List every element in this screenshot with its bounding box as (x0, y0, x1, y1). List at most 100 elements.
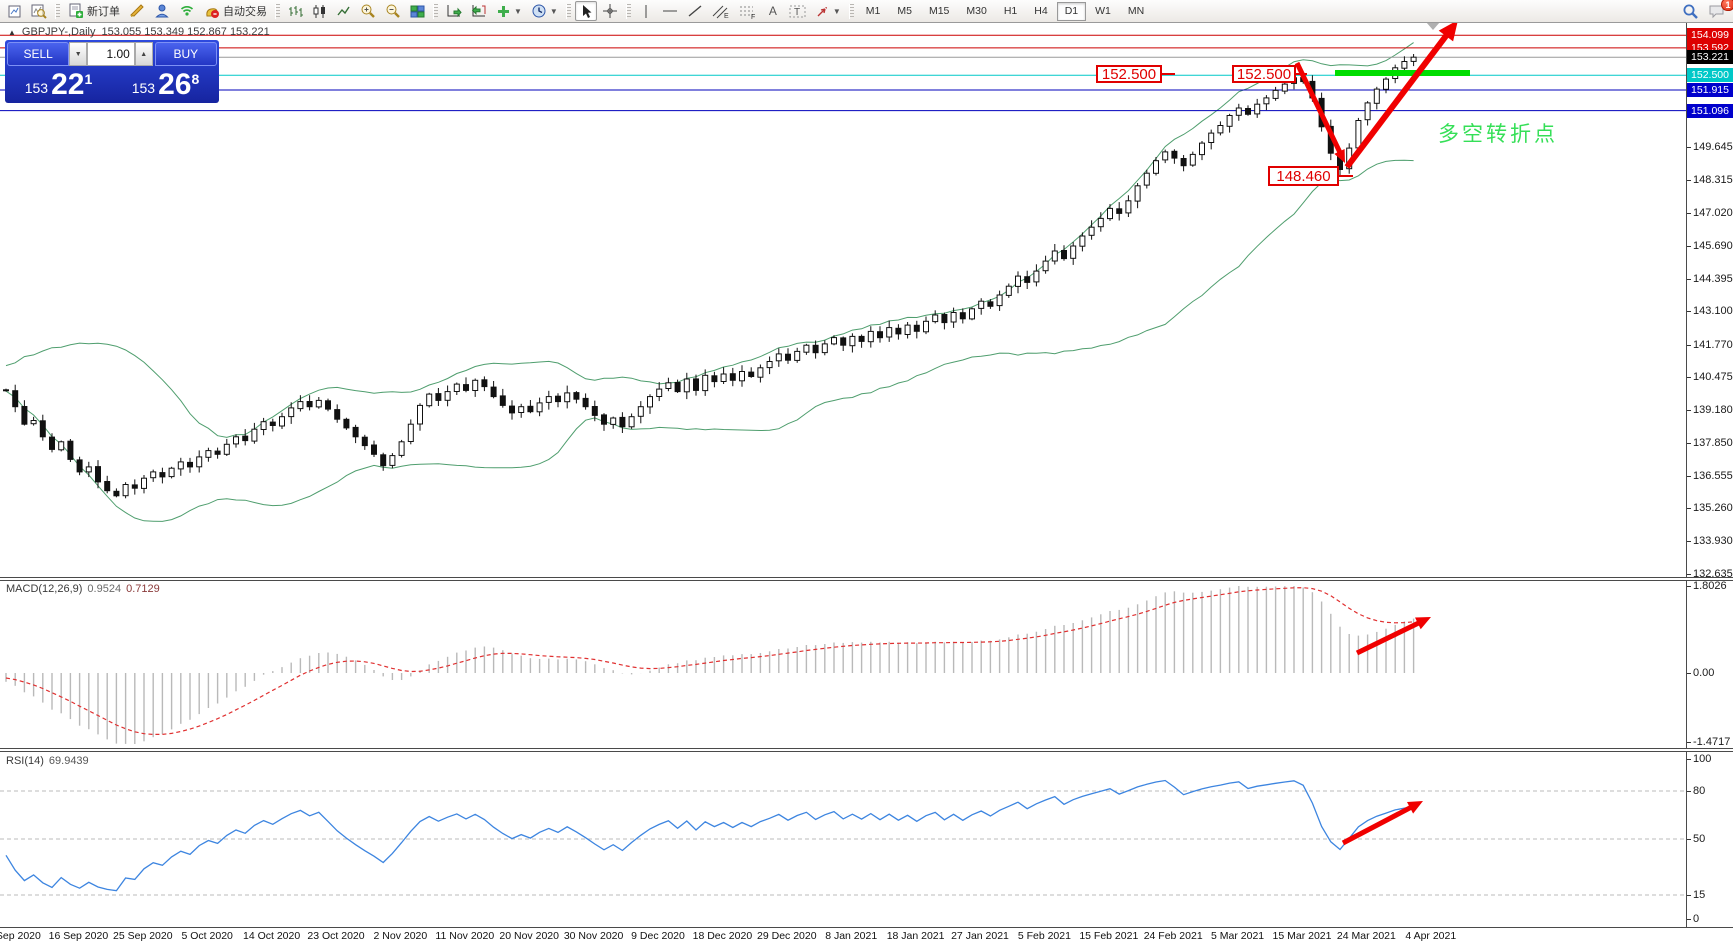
zoom-in-button[interactable] (356, 1, 380, 21)
rsi-axis-tick: 50 (1686, 833, 1706, 845)
notifications-button[interactable]: 1 (1704, 0, 1733, 21)
trendline-button[interactable] (683, 1, 707, 21)
chart-ohlc-values: 153.055 153.349 152.867 153.221 (101, 26, 270, 38)
autoscroll-button[interactable] (442, 1, 466, 21)
chart-shift-marker[interactable] (1426, 22, 1440, 30)
price-annotation-box[interactable]: 148.460 (1268, 166, 1339, 186)
buy-button[interactable]: BUY (154, 42, 217, 66)
chart-line-button[interactable] (332, 1, 355, 21)
chart-bars-button[interactable] (284, 1, 307, 21)
zoom-out-button[interactable] (381, 1, 405, 21)
indicators-button[interactable]: ▼ (492, 1, 526, 21)
text-label-button[interactable]: T (785, 1, 810, 21)
chart-shift-button[interactable] (467, 1, 491, 21)
timeframe-button-m15[interactable]: M15 (921, 2, 957, 21)
pivot-note-text[interactable]: 多空转折点 (1438, 123, 1558, 146)
timeframe-button-m1[interactable]: M1 (858, 2, 889, 21)
price-axis-tick: 145.690 (1687, 240, 1733, 253)
crosshair-button[interactable] (598, 1, 622, 21)
svg-text:F: F (751, 14, 755, 19)
price-annotation-box[interactable]: 152.500 (1096, 65, 1162, 83)
bar-chart-icon (289, 5, 303, 17)
autotrade-button[interactable]: 自动交易 (200, 1, 271, 21)
dropdown-caret-icon: ▼ (832, 6, 841, 16)
rsi-pane-separator[interactable] (0, 748, 1733, 752)
vertical-line-button[interactable] (635, 1, 657, 21)
trend-arrow-shaft[interactable] (1355, 619, 1422, 656)
chart-shift-icon (471, 5, 486, 17)
fibonacci-button[interactable]: F (735, 1, 761, 21)
price-line-badge: 154.099 (1687, 28, 1733, 43)
timeframe-button-d1[interactable]: D1 (1056, 1, 1087, 21)
price-axis-tick: 135.260 (1687, 502, 1733, 515)
date-axis-label: 15 Mar 2021 (1272, 930, 1332, 942)
price-axis-tick: 133.930 (1687, 535, 1733, 548)
metaeditor-icon (130, 4, 144, 17)
sell-button[interactable]: SELL (7, 42, 70, 66)
price-annotation-box[interactable]: 152.500 (1232, 65, 1296, 83)
svg-text:E: E (724, 13, 729, 19)
rsi-axis-tick: 100 (1686, 753, 1712, 765)
timeframe-button-h1[interactable]: H1 (996, 2, 1025, 21)
rsi-line (5, 779, 1414, 892)
one-click-trading-panel: SELL ▼ 1.00 ▲ BUY 153 22 1 153 26 8 (5, 40, 219, 103)
date-axis-label: 23 Oct 2020 (307, 930, 365, 942)
volume-input[interactable]: 1.00 (87, 42, 135, 66)
chart-symbol-period: GBPJPY-,Daily (21, 26, 96, 38)
toolbar-grip (848, 3, 854, 19)
trend-arrow-head[interactable] (1438, 20, 1458, 42)
autotrade-label: 自动交易 (223, 6, 267, 18)
price-scale[interactable]: 149.645 148.315 147.020 145.690 144.395 143.1… (1686, 23, 1733, 928)
toolbar-grip (275, 3, 280, 19)
periods-button[interactable]: ▼ (527, 1, 562, 21)
signals-button[interactable] (175, 1, 199, 21)
timeframe-button-m5[interactable]: M5 (889, 2, 920, 21)
sell-price[interactable]: 153 22 1 (7, 67, 110, 100)
price-line-badge: 151.096 (1687, 103, 1733, 118)
trend-arrow-head[interactable] (1407, 801, 1423, 814)
profiles-button[interactable] (27, 1, 51, 21)
buy-price[interactable]: 153 26 8 (114, 67, 217, 100)
trend-arrow-shaft[interactable] (1294, 61, 1344, 156)
search-button[interactable] (1678, 1, 1703, 21)
resistance-highlight-bar[interactable] (1335, 70, 1470, 76)
volume-increase-button[interactable]: ▲ (134, 42, 153, 66)
toolbar: 新订单 自动交易 ▼ ▼ E F A T ▼ M1 M5 M15 M30 H1 (0, 0, 1733, 23)
zoom-out-icon (386, 4, 400, 18)
macd-signal-line (5, 587, 1414, 735)
macd-pane-separator[interactable] (0, 577, 1733, 581)
panel-collapse-toggle[interactable]: ▲ (8, 27, 16, 37)
price-axis-tick: 147.020 (1687, 206, 1733, 219)
timeframe-button-mn[interactable]: MN (1120, 2, 1152, 21)
trend-arrow-head[interactable] (1334, 149, 1345, 163)
timeframe-button-m30[interactable]: M30 (958, 2, 994, 21)
trend-arrow-shaft[interactable] (1341, 803, 1415, 846)
channel-button[interactable]: E (708, 1, 734, 21)
metaeditor-button[interactable] (125, 1, 149, 21)
timeframe-button-h4[interactable]: H4 (1026, 2, 1055, 21)
tile-windows-button[interactable] (406, 1, 429, 21)
price-axis-tick: 143.100 (1687, 305, 1733, 318)
timeframe-group: M1 M5 M15 M30 H1 H4 D1 W1 MN (858, 1, 1152, 21)
new-order-button[interactable]: 新订单 (64, 1, 124, 21)
shapes-button[interactable]: ▼ (811, 1, 845, 21)
community-button[interactable] (150, 1, 174, 21)
autoscroll-icon (447, 5, 462, 18)
trend-arrow-shaft[interactable] (1344, 30, 1452, 169)
text-button[interactable]: A (762, 1, 784, 21)
chart-candles-button[interactable] (308, 1, 331, 21)
volume-decrease-button[interactable]: ▼ (69, 42, 88, 66)
price-axis-tick: 139.180 (1687, 403, 1733, 416)
rsi-axis-tick: 80 (1686, 785, 1706, 797)
buy-price-prefix: 153 (131, 80, 156, 96)
price-axis-tick: 132.635 (1687, 567, 1733, 580)
autotrade-icon (206, 8, 219, 18)
horizontal-line-button[interactable] (658, 1, 682, 21)
date-scale[interactable]: 7 Sep 2020 16 Sep 2020 25 Sep 2020 5 Oct 20… (0, 927, 1733, 942)
macd-axis-tick: -1.4717 (1686, 736, 1731, 748)
timeframe-button-w1[interactable]: W1 (1087, 2, 1119, 21)
new-chart-button[interactable] (3, 1, 26, 21)
cursor-button[interactable] (574, 1, 597, 21)
trend-arrow-head[interactable] (1415, 617, 1431, 630)
